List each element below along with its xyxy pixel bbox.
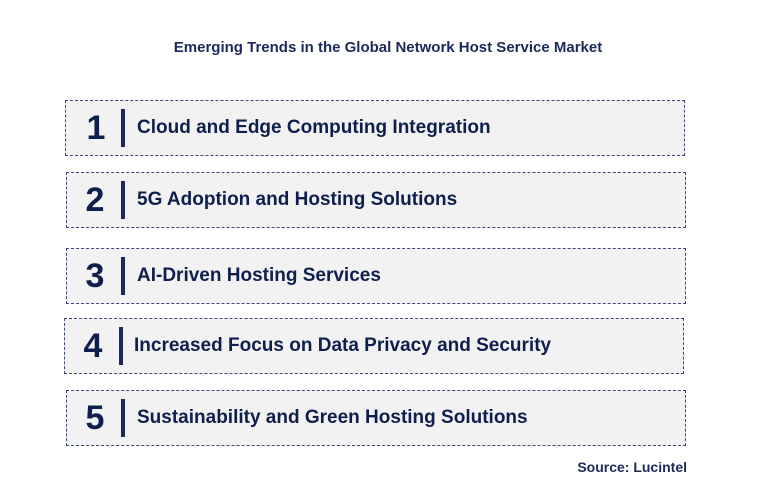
trend-divider: [121, 109, 125, 147]
trend-item-4: 4 Increased Focus on Data Privacy and Se…: [64, 318, 684, 374]
trend-label: 5G Adoption and Hosting Solutions: [137, 189, 458, 210]
trend-item-2: 2 5G Adoption and Hosting Solutions: [66, 172, 686, 228]
source-note: Source: Lucintel: [577, 459, 687, 475]
trend-label: Increased Focus on Data Privacy and Secu…: [134, 335, 552, 356]
trend-item-3: 3 AI-Driven Hosting Services: [66, 248, 686, 304]
trend-number: 4: [83, 326, 103, 365]
trend-divider: [121, 399, 125, 437]
diagram-title: Emerging Trends in the Global Network Ho…: [173, 39, 603, 56]
trend-label: AI-Driven Hosting Services: [137, 265, 381, 286]
trend-divider: [121, 181, 125, 219]
trend-number: 5: [85, 398, 105, 437]
trend-divider: [119, 327, 123, 365]
trend-number: 2: [85, 180, 105, 219]
trend-item-1: 1 Cloud and Edge Computing Integration: [65, 100, 685, 156]
trend-label: Sustainability and Green Hosting Solutio…: [137, 407, 528, 428]
trend-item-5: 5 Sustainability and Green Hosting Solut…: [66, 390, 686, 446]
trend-label: Cloud and Edge Computing Integration: [137, 117, 491, 138]
trend-divider: [121, 257, 125, 295]
trend-number: 1: [86, 108, 106, 147]
trend-number: 3: [85, 256, 105, 295]
